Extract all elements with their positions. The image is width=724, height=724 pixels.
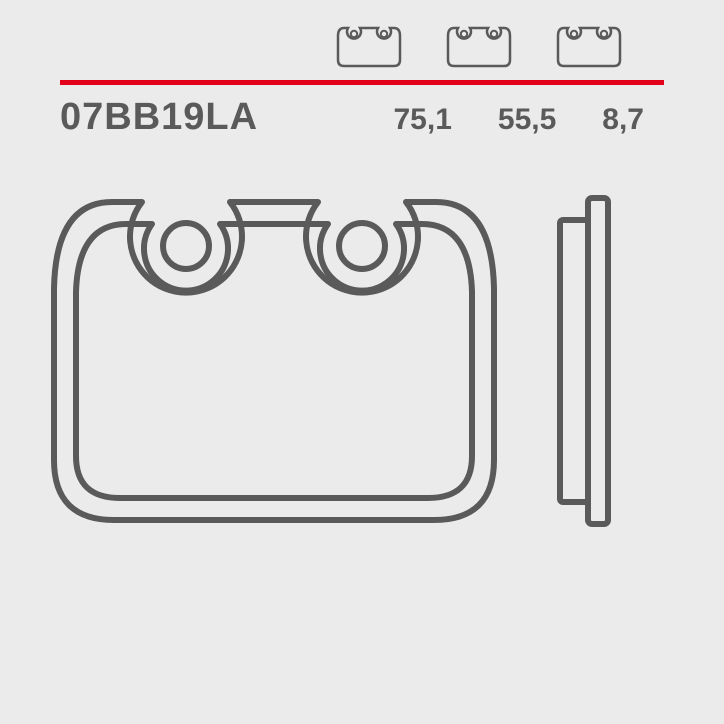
mini-pad-hole xyxy=(601,31,607,37)
mini-pad-hole xyxy=(381,31,387,37)
mini-pad-icon xyxy=(444,24,514,70)
mini-pad-hole xyxy=(491,31,497,37)
side-friction-pad xyxy=(560,220,588,502)
part-number: 07BB19LA xyxy=(60,96,258,139)
dimension-width: 75,1 xyxy=(394,103,452,137)
mini-pad-hole xyxy=(571,31,577,37)
mini-pad-icon xyxy=(334,24,404,70)
header-mini-icons xyxy=(0,24,724,70)
mini-pad-outline xyxy=(448,28,510,66)
mini-pad-outline xyxy=(558,28,620,66)
pad-outer-outline xyxy=(54,202,494,520)
side-view xyxy=(560,198,608,524)
front-view xyxy=(54,202,494,520)
mini-pad-hole xyxy=(351,31,357,37)
accent-divider xyxy=(60,80,664,85)
dimension-group: 75,1 55,5 8,7 xyxy=(394,103,665,137)
brake-pad-diagram xyxy=(40,180,684,680)
mini-pad-outline xyxy=(338,28,400,66)
dimension-thickness: 8,7 xyxy=(602,103,644,137)
mini-pad-icon xyxy=(554,24,624,70)
dimension-height: 55,5 xyxy=(498,103,556,137)
spec-row: 07BB19LA 75,1 55,5 8,7 xyxy=(60,96,664,139)
mounting-hole-left xyxy=(163,223,209,269)
mounting-hole-right xyxy=(339,223,385,269)
mini-pad-hole xyxy=(461,31,467,37)
